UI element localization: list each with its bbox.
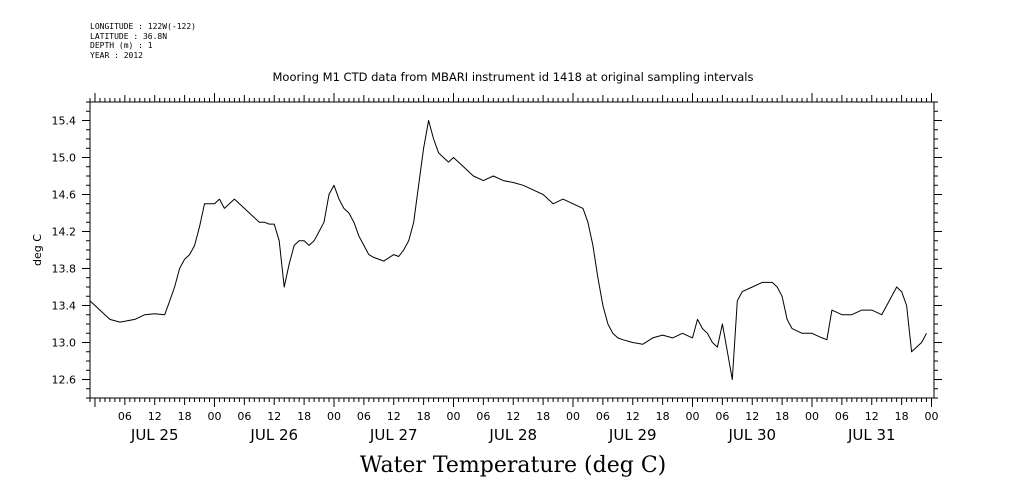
x-day-label: JUL 25: [130, 426, 179, 444]
chart-title: Mooring M1 CTD data from MBARI instrumen…: [272, 70, 754, 84]
x-hour-label: 06: [237, 410, 251, 423]
metadata-depth: DEPTH (m) : 1: [90, 41, 153, 50]
metadata-block: LONGITUDE : 122W(-122) LATITUDE : 36.8N …: [90, 22, 196, 60]
x-hour-label: 06: [715, 410, 729, 423]
x-hour-label: 00: [566, 410, 580, 423]
x-hour-label: 12: [148, 410, 162, 423]
x-hour-label: 06: [835, 410, 849, 423]
y-tick-label: 15.4: [52, 115, 77, 128]
x-axis-label: Water Temperature (deg C): [359, 453, 667, 478]
y-tick-label: 15.0: [52, 152, 77, 165]
plot-frame: [89, 101, 935, 399]
metadata-longitude: LONGITUDE : 122W(-122): [90, 22, 196, 31]
y-tick-label: 12.6: [52, 374, 77, 387]
x-hour-label: 12: [267, 410, 281, 423]
x-hour-label: 18: [775, 410, 789, 423]
y-tick-label: 14.6: [52, 189, 77, 202]
metadata-year: YEAR : 2012: [90, 50, 143, 60]
y-tick-label: 14.2: [52, 226, 77, 239]
x-hour-label: 00: [805, 410, 819, 423]
temperature-series-line: [89, 120, 927, 380]
x-day-label: JUL 30: [727, 426, 776, 444]
x-hour-label: 18: [656, 410, 670, 423]
y-tick-label: 13.4: [52, 300, 77, 313]
x-hour-label: 18: [895, 410, 909, 423]
y-tick-label: 13.8: [52, 263, 77, 276]
x-hour-label: 06: [596, 410, 610, 423]
x-hour-label: 18: [417, 410, 431, 423]
x-day-label: JUL 27: [369, 426, 418, 444]
x-day-label: JUL 31: [847, 426, 896, 444]
x-day-label: JUL 29: [608, 426, 657, 444]
y-tick-label: 13.0: [52, 337, 77, 350]
x-hour-label: 00: [925, 410, 939, 423]
x-hour-label: 06: [357, 410, 371, 423]
x-hour-label: 00: [207, 410, 221, 423]
x-hour-label: 12: [865, 410, 879, 423]
x-hour-label: 12: [387, 410, 401, 423]
x-hour-label: 12: [745, 410, 759, 423]
x-day-label: JUL 28: [488, 426, 537, 444]
x-hour-label: 06: [118, 410, 132, 423]
metadata-latitude: LATITUDE : 36.8N: [90, 31, 168, 41]
x-hour-label: 00: [686, 410, 700, 423]
x-hour-label: 00: [446, 410, 460, 423]
x-hour-label: 18: [178, 410, 192, 423]
x-hour-label: 06: [476, 410, 490, 423]
x-hour-label: 18: [297, 410, 311, 423]
y-axis-label: deg C: [31, 234, 44, 266]
x-hour-label: 18: [536, 410, 550, 423]
x-hour-label: 12: [506, 410, 520, 423]
x-hour-label: 00: [327, 410, 341, 423]
x-day-label: JUL 26: [249, 426, 298, 444]
x-hour-label: 12: [626, 410, 640, 423]
